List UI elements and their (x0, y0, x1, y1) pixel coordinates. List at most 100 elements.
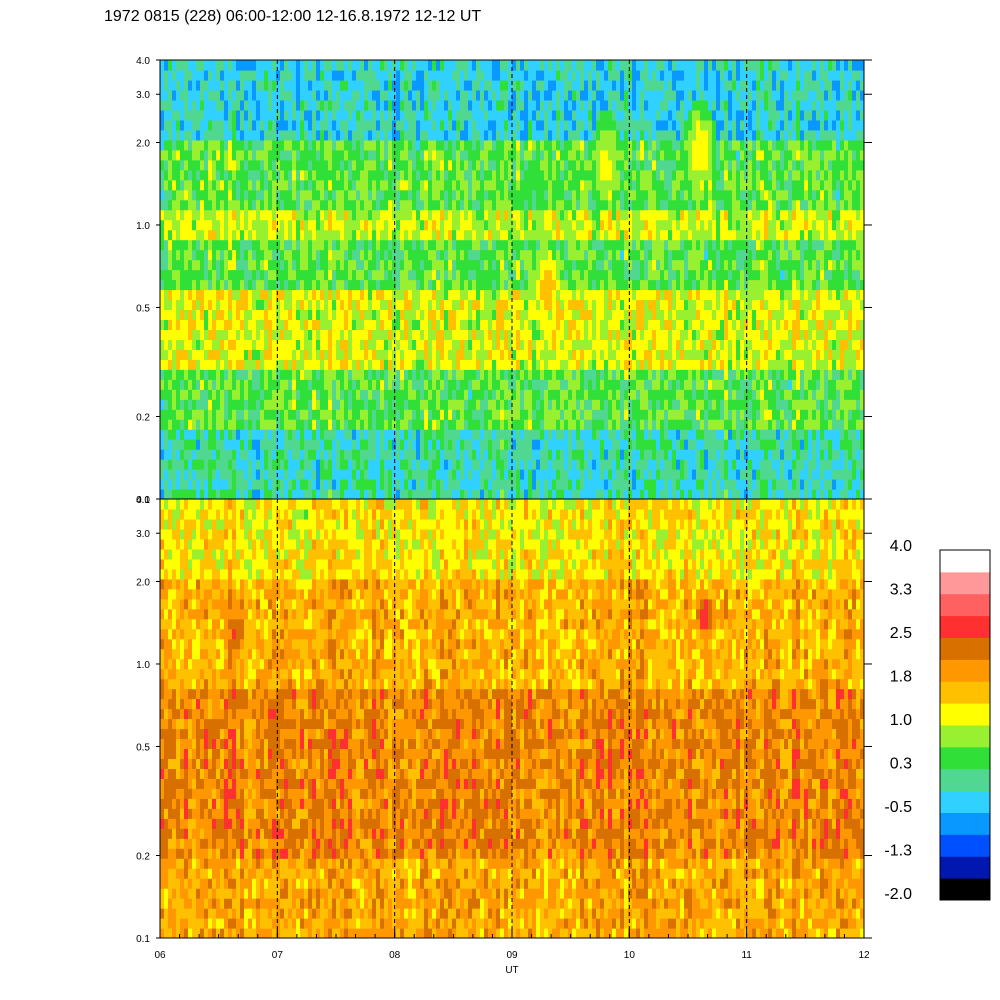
spectrogram-cell (232, 359, 237, 370)
spectrogram-cell (524, 289, 529, 301)
spectrogram-cell (192, 279, 197, 291)
spectrogram-cell (280, 309, 285, 321)
spectrogram-cell (264, 389, 269, 400)
spectrogram-cell (520, 189, 525, 201)
spectrogram-cell (544, 249, 549, 261)
spectrogram-cell (248, 179, 253, 191)
spectrogram-cell (396, 129, 401, 141)
spectrogram-cell (312, 60, 317, 71)
spectrogram-cell (564, 469, 569, 480)
spectrogram-cell (272, 179, 277, 191)
spectrogram-cell (376, 69, 381, 81)
spectrogram-cell (216, 129, 221, 141)
spectrogram-cell (320, 229, 325, 241)
spectrogram-cell (368, 149, 373, 161)
spectrogram-cell (280, 479, 285, 490)
spectrogram-cell (284, 99, 289, 111)
spectrogram-cell (244, 299, 249, 311)
spectrogram-cell (528, 479, 533, 490)
spectrogram-cell (300, 89, 305, 101)
spectrogram-cell (504, 349, 509, 360)
spectrogram-cell (368, 69, 373, 81)
spectrogram-cell (588, 479, 593, 490)
spectrogram-cell (184, 459, 189, 470)
spectrogram-cell (284, 449, 289, 460)
spectrogram-cell (332, 209, 337, 221)
spectrogram-cell (296, 449, 301, 460)
spectrogram-cell (608, 249, 613, 261)
spectrogram-cell (388, 69, 393, 81)
spectrogram-cell (480, 119, 485, 131)
spectrogram-cell (392, 199, 397, 211)
spectrogram-cell (376, 169, 381, 181)
spectrogram-cell (492, 60, 497, 71)
spectrogram-cell (340, 409, 345, 420)
spectrogram-cell (564, 449, 569, 460)
spectrogram-cell (392, 299, 397, 311)
spectrogram-cell (600, 89, 605, 101)
spectrogram-cell (188, 159, 193, 171)
spectrogram-cell (548, 79, 553, 91)
spectrogram-cell (308, 169, 313, 181)
spectrogram-cell (420, 119, 425, 131)
spectrogram-cell (324, 279, 329, 291)
spectrogram-cell (500, 439, 505, 450)
spectrogram-cell (344, 149, 349, 161)
spectrogram-cell (352, 179, 357, 191)
spectrogram-cell (420, 309, 425, 321)
spectrogram-cell (380, 269, 385, 281)
spectrogram-cell (172, 109, 177, 121)
spectrogram-cell (200, 269, 205, 281)
spectrogram-cell (232, 329, 237, 340)
spectrogram-cell (436, 179, 441, 191)
spectrogram-cell (520, 69, 525, 81)
spectrogram-cell (320, 139, 325, 151)
spectrogram-cell (204, 129, 209, 141)
spectrogram-cell (184, 369, 189, 380)
spectrogram-cell (328, 409, 333, 420)
spectrogram-cell (248, 279, 253, 291)
spectrogram-cell (604, 199, 609, 211)
spectrogram-cell (516, 89, 521, 101)
spectrogram-cell (508, 199, 513, 211)
spectrogram-cell (256, 419, 261, 430)
spectrogram-cell (400, 379, 405, 390)
spectrogram-cell (436, 239, 441, 251)
spectrogram-cell (576, 329, 581, 340)
spectrogram-cell (272, 299, 277, 311)
spectrogram-cell (336, 199, 341, 211)
spectrogram-cell (524, 79, 529, 91)
spectrogram-cell (372, 489, 377, 499)
spectrogram-cell (532, 249, 537, 261)
spectrogram-cell (524, 399, 529, 410)
spectrogram-cell (516, 99, 521, 111)
spectrogram-cell (404, 349, 409, 360)
spectrogram-cell (516, 329, 521, 340)
spectrogram-cell (228, 399, 233, 410)
spectrogram-cell (568, 199, 573, 211)
spectrogram-cell (360, 169, 365, 181)
spectrogram-cell (352, 429, 357, 440)
spectrogram-cell (524, 60, 529, 71)
spectrogram-cell (456, 319, 461, 330)
spectrogram-cell (372, 219, 377, 231)
spectrogram-cell (180, 369, 185, 380)
spectrogram-cell (408, 319, 413, 330)
spectrogram-cell (432, 60, 437, 71)
spectrogram-cell (292, 449, 297, 460)
spectrogram-cell (220, 339, 225, 350)
spectrogram-cell (356, 159, 361, 171)
spectrogram-cell (564, 239, 569, 251)
spectrogram-cell (344, 419, 349, 430)
spectrogram-cell (580, 239, 585, 251)
spectrogram-cell (404, 379, 409, 390)
spectrogram-cell (332, 249, 337, 261)
spectrogram-cell (532, 489, 537, 499)
spectrogram-cell (544, 129, 549, 141)
spectrogram-cell (180, 199, 185, 211)
spectrogram-cell (340, 369, 345, 380)
spectrogram-cell (272, 469, 277, 480)
spectrogram-cell (384, 259, 389, 271)
spectrogram-cell (492, 479, 497, 490)
spectrogram-cell (184, 179, 189, 191)
